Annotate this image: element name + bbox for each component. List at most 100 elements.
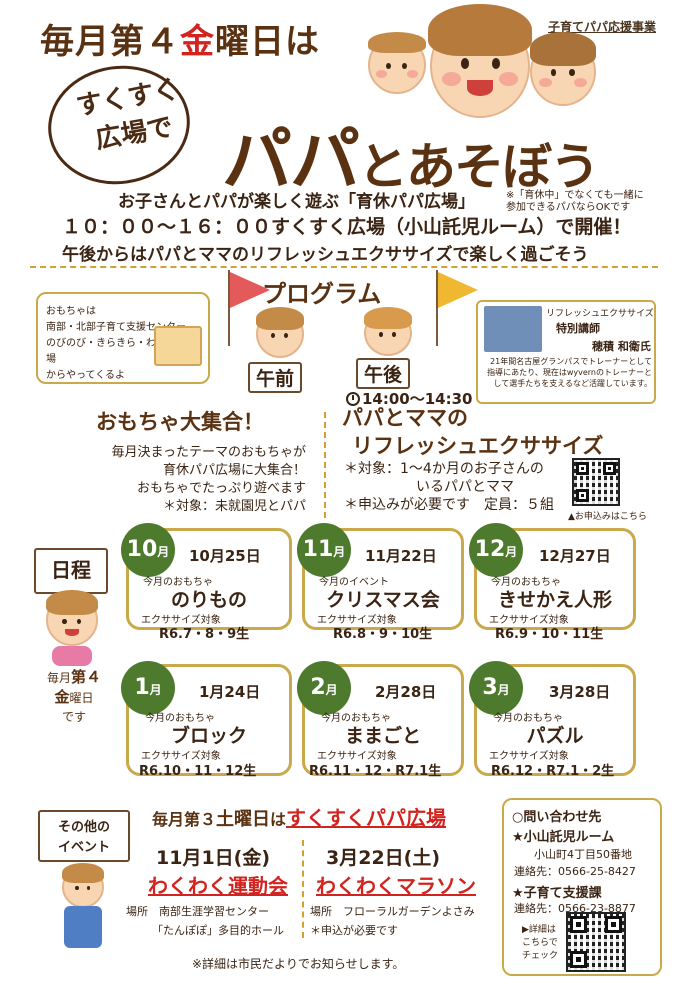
flag-pole-am: [228, 270, 230, 346]
third-link: すくすくパパ広場: [286, 806, 447, 830]
event2-place: 場所 フローラルガーデンよさみ: [310, 905, 475, 918]
card-date: 3月28日: [549, 683, 611, 701]
card-ages: R6.11・12・R7.1生: [309, 764, 442, 779]
child-face-icon: [529, 32, 597, 106]
child-schedule-icon: [46, 590, 98, 646]
card-theme: のりもの: [170, 589, 247, 611]
month-badge: 10月: [121, 523, 175, 577]
sponsor-label: 子育てパパ応援事業: [548, 20, 657, 34]
flag-pole-pm: [436, 270, 438, 346]
headline: 毎月第４金曜日は: [40, 14, 320, 63]
other-sign-line2: イベント: [57, 840, 110, 855]
intro-note-line2: 参加できるパパならOKです: [506, 202, 631, 213]
lecturer-line1: リフレッシュエクササイズ: [546, 309, 654, 319]
baby-face-icon: [367, 31, 427, 94]
yellow-flag-icon: [438, 272, 478, 308]
intro-line2: １０：００〜１６：００すくすく広場（小山託児ルーム）で開催！: [62, 216, 632, 238]
qr-code-detail[interactable]: [566, 912, 626, 972]
divider-vertical: [302, 840, 304, 938]
event1-date: 11月1日(金): [156, 847, 271, 869]
child-am-icon: [256, 306, 304, 358]
toy-house-icon: [154, 326, 202, 366]
lecturer-line2: 特別講師: [556, 322, 600, 335]
child-body: [52, 646, 92, 666]
card-date: 12月27日: [539, 547, 611, 565]
card-theme: ままごと: [344, 725, 421, 747]
every-k2: 金: [54, 688, 70, 706]
exercise-target1: ＊対象：1〜4か月のお子さんの: [344, 461, 544, 477]
exercise-desc: ＊対象：1〜4か月のお子さんの いるパパとママ ＊申込みが必要です 定員：５組: [344, 460, 554, 514]
toy-box-line: 南部・北部子育て支援センター、: [46, 322, 196, 333]
card-exercise: エクササイズ対象: [141, 615, 221, 626]
card-label: 今月のおもちゃ: [145, 713, 215, 724]
event2-note: ＊申込が必要です: [310, 924, 398, 937]
card-ages: R6.9・10・11生: [495, 627, 604, 642]
third-ha: は: [270, 810, 287, 829]
toy-target: ＊対象：未就園児とパパ: [162, 499, 306, 514]
qr-caption-apply: ▲お申込みはこちら: [568, 512, 647, 522]
exercise-target2: いるパパとママ: [416, 479, 514, 495]
exercise-title2: リフレッシュエクササイズ: [352, 434, 604, 458]
schedule-card-dec: 12月 12月27日 今月のおもちゃ きせかえ人形 エクササイズ対象 R6.9・…: [469, 523, 636, 642]
card-exercise: エクササイズ対象: [317, 751, 397, 762]
red-flag-icon: [230, 272, 270, 308]
toy-desc-line: おもちゃでたっぷり遊べます: [136, 481, 306, 496]
child-pm-icon: [364, 306, 412, 356]
clock-icon: [346, 392, 360, 406]
child-overalls: [64, 906, 102, 948]
event1-name: わくわく運動会: [148, 874, 288, 898]
am-sign: 午前: [248, 362, 303, 393]
event1-place2: 「たんぽぽ」多目的ホール: [152, 924, 284, 937]
contact-org1: ★小山託児ルーム: [512, 830, 615, 845]
headline-post: 曜日は: [215, 22, 320, 62]
main-title: パパとあそぼう: [222, 104, 600, 205]
card-theme: きせかえ人形: [497, 589, 612, 611]
pm-sign: 午後: [356, 358, 411, 389]
qr-code-apply[interactable]: [572, 458, 620, 506]
toy-title: おもちゃ大集合！: [96, 410, 264, 434]
card-theme: ブロック: [170, 725, 247, 747]
card-date: 1月24日: [199, 683, 261, 701]
card-ages: R6.10・11・12生: [139, 764, 257, 779]
intro-line3: 午後からはパパとママのリフレッシュエクササイズで楽しく過ごそう: [62, 245, 589, 265]
lecturer-name: 穂積 和衛氏: [592, 340, 651, 353]
every-end: です: [61, 710, 86, 724]
toy-info-box: おもちゃは 南部・北部子育て支援センター、 のびのび・きらきら・わくわく広場 か…: [36, 292, 210, 384]
card-label: 今月のおもちゃ: [491, 577, 561, 588]
exercise-title: パパとママの リフレッシュエクササイズ: [342, 404, 603, 460]
card-theme: パズル: [526, 725, 584, 747]
contact-tel1: 連絡先：0566-25-8427: [514, 865, 636, 878]
card-date: 10月25日: [189, 547, 261, 565]
third-pre: 毎月第３: [152, 810, 217, 829]
third-saturday-line: 毎月第３土曜日はすくすくパパ広場: [152, 802, 446, 831]
divider: [30, 266, 658, 268]
card-exercise: エクササイズ対象: [489, 751, 569, 762]
card-label: 今月のイベント: [319, 577, 389, 588]
intro-note-line1: ※「育休中」でなくても一緒に: [506, 190, 644, 201]
qr-caption-detail: ▶詳細は こちらで チェック: [522, 925, 559, 961]
contact-addr1: 小山町4丁目50番地: [534, 848, 632, 861]
card-date: 2月28日: [375, 683, 437, 701]
card-exercise: エクササイズ対象: [141, 751, 221, 762]
card-exercise: エクササイズ対象: [489, 615, 569, 626]
contact-org2: ★子育て支援課: [512, 886, 602, 901]
father-face-icon: [428, 4, 532, 118]
card-label: 今月のおもちゃ: [143, 577, 213, 588]
toy-box-line: おもちゃは: [46, 306, 96, 317]
child-events-icon: [62, 863, 104, 908]
schedule-card-oct: 10月 10月25日 今月のおもちゃ のりもの エクササイズ対象 R6.7・8・…: [121, 523, 292, 642]
toy-box-line: からやってくるよ: [46, 370, 125, 381]
schedule-card-mar: 3月 3月28日 今月のおもちゃ パズル エクササイズ対象 R6.12・R7.1…: [469, 661, 636, 779]
divider-vertical: [324, 412, 326, 518]
schedule-sign: 日程: [34, 548, 108, 594]
title-papa: パパ: [222, 119, 360, 201]
month-badge: 2月: [297, 661, 351, 715]
event2-date: 3月22日(土): [326, 847, 441, 869]
pm-time: 14:00〜14:30: [362, 390, 473, 408]
month-badge: 3月: [469, 661, 523, 715]
every-k1: 第４: [71, 668, 102, 686]
event1-place1: 場所 南部生涯学習センター: [126, 905, 269, 918]
card-ages: R6.7・8・9生: [159, 627, 250, 642]
headline-pre: 毎月第４: [40, 22, 180, 62]
exercise-apply: ＊申込みが必要です 定員：５組: [344, 497, 554, 513]
